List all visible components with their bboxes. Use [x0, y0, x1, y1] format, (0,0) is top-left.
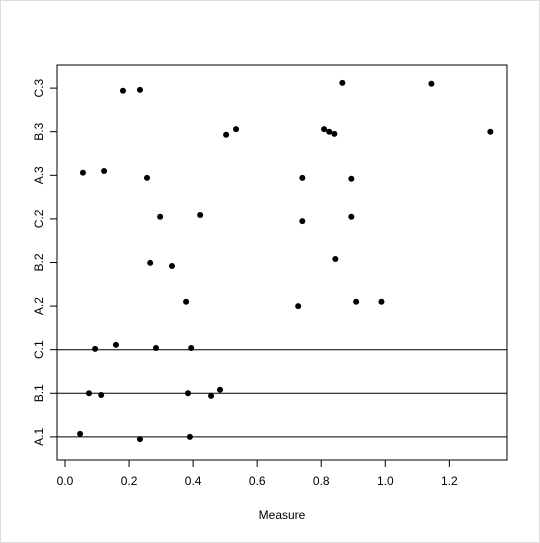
y-tick-label: A.2 — [32, 297, 46, 315]
point — [79, 169, 86, 176]
point — [186, 433, 193, 440]
point — [299, 218, 306, 225]
x-tick-label: 0.2 — [121, 474, 138, 488]
y-tick-label: B.2 — [32, 253, 46, 271]
point — [348, 213, 355, 220]
point — [332, 256, 339, 263]
point — [152, 344, 159, 351]
x-tick-label: 1.0 — [377, 474, 394, 488]
x-axis-label: Measure — [259, 508, 306, 522]
y-tick-label: A.1 — [32, 428, 46, 446]
point — [197, 211, 204, 218]
y-tick-label: C.2 — [32, 209, 46, 228]
point — [428, 80, 435, 87]
point — [184, 390, 191, 397]
y-tick-label: C.1 — [32, 340, 46, 359]
point — [136, 436, 143, 443]
x-tick-label: 0.6 — [249, 474, 266, 488]
point — [101, 167, 108, 174]
x-tick-label: 0.4 — [185, 474, 202, 488]
point — [353, 298, 360, 305]
point — [92, 345, 99, 352]
y-tick-label: C.3 — [32, 78, 46, 97]
point — [208, 392, 215, 399]
point — [326, 128, 333, 135]
point — [217, 386, 224, 393]
point — [331, 130, 338, 137]
point — [183, 298, 190, 305]
point — [157, 213, 164, 220]
point — [299, 174, 306, 181]
x-tick-label: 0.0 — [57, 474, 74, 488]
point — [295, 303, 302, 310]
point — [77, 430, 84, 437]
x-tick-label: 0.8 — [313, 474, 330, 488]
x-tick-label: 1.2 — [441, 474, 458, 488]
point — [144, 174, 150, 181]
point — [136, 86, 143, 93]
point — [86, 390, 93, 397]
point — [168, 262, 175, 269]
point — [147, 259, 154, 266]
point — [487, 128, 494, 135]
point — [233, 126, 240, 133]
y-tick-label: A.3 — [32, 166, 46, 184]
point — [339, 79, 346, 86]
point — [98, 392, 105, 399]
point — [348, 175, 355, 182]
point — [223, 131, 230, 138]
point — [112, 341, 119, 348]
y-tick-label: B.3 — [32, 122, 46, 140]
point — [321, 126, 328, 133]
point — [378, 298, 385, 305]
point — [188, 344, 195, 351]
y-tick-label: B.1 — [32, 384, 46, 402]
point — [119, 87, 126, 94]
